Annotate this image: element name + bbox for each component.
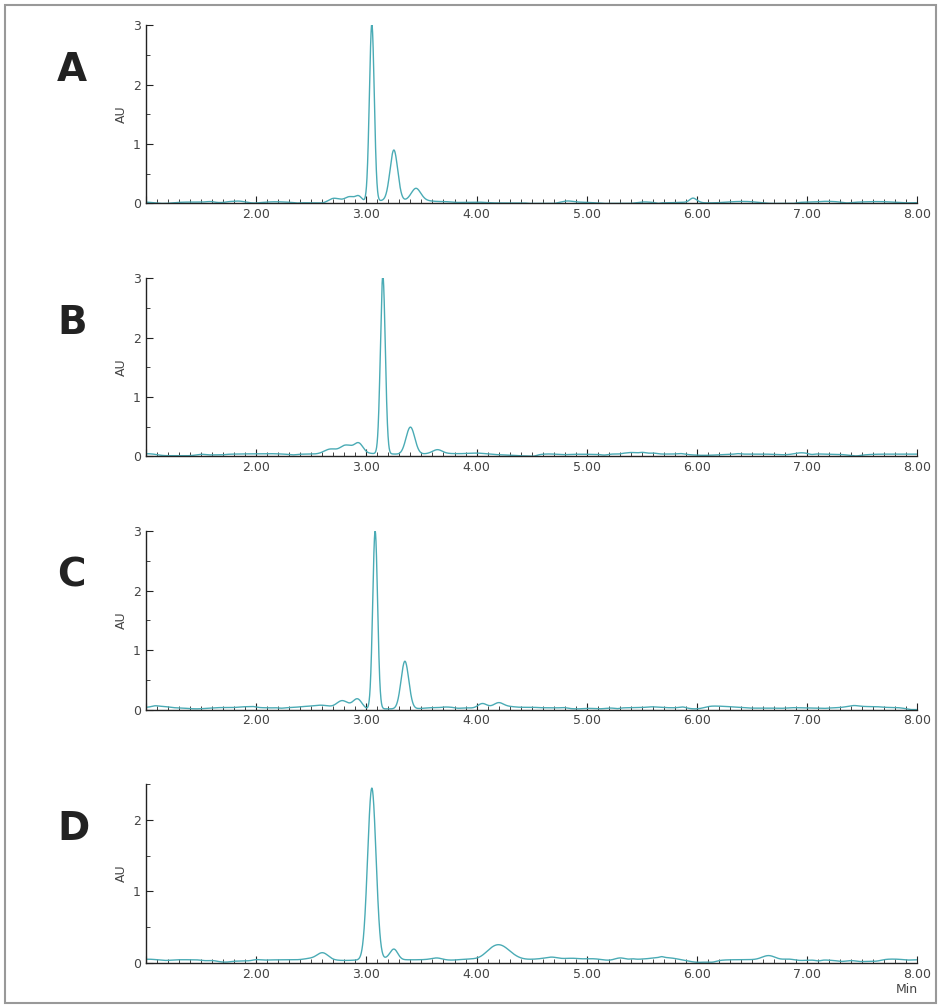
Text: B: B — [57, 303, 87, 342]
Y-axis label: AU: AU — [115, 106, 127, 123]
Y-axis label: AU: AU — [115, 612, 127, 629]
Y-axis label: AU: AU — [115, 865, 127, 882]
X-axis label: Min: Min — [895, 983, 917, 996]
Text: C: C — [57, 556, 86, 595]
Y-axis label: AU: AU — [115, 359, 127, 376]
Text: D: D — [57, 810, 89, 848]
Text: A: A — [57, 50, 88, 89]
